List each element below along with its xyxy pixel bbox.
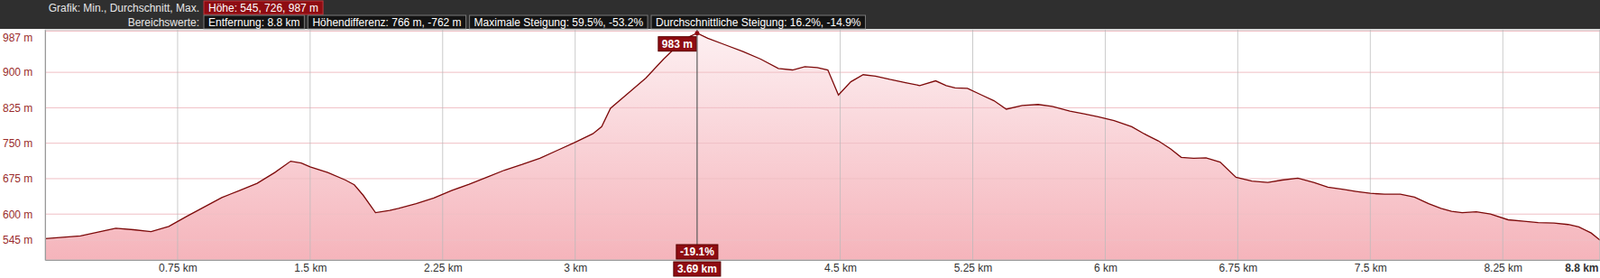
cursor-grade-label: -19.1% [680, 245, 715, 258]
y-grid-line [45, 177, 1600, 179]
header-background [0, 0, 1600, 29]
y-tick: 600 m [2, 208, 46, 221]
x-tick: 5.25 km [954, 259, 994, 275]
line-layer [45, 33, 1600, 240]
cursor-grade-label-box [676, 244, 718, 259]
x-grid-line [309, 29, 311, 260]
x-tick-label: 3 km [563, 261, 588, 275]
x-grid-line [574, 29, 576, 260]
header-value: Höhe: 545, 726, 987 m [208, 1, 319, 15]
elevation-line [45, 33, 1600, 240]
x-tick-label: 0.75 km [158, 261, 198, 275]
x-tick-label: 6.75 km [1219, 261, 1259, 275]
x-tick-label: 5.25 km [954, 261, 994, 275]
header-value: Durchschnittliche Steigung: 16.2%, -14.9… [655, 16, 862, 29]
x-grid-line [1370, 29, 1371, 260]
grid [45, 29, 1600, 260]
x-tick-label: 1.5 km [294, 261, 327, 275]
x-tick: 6 km [1094, 259, 1118, 275]
y-tick-label: 675 m [2, 172, 33, 185]
cursor-value-label-box [658, 36, 697, 52]
x-tick: 1.5 km [294, 259, 327, 275]
y-grid-line [45, 107, 1600, 109]
x-grid-line [1237, 29, 1239, 260]
header-box [651, 15, 865, 29]
x-tick-label: 4.5 km [824, 261, 857, 275]
cursor-value-label: 983 m [662, 37, 693, 51]
header-label: Grafik: Min., Durchschnitt, Max. [48, 1, 200, 15]
y-grid-line [45, 72, 1600, 74]
x-tick: 4.5 km [824, 259, 857, 275]
y-tick: 545 m [2, 233, 46, 247]
header-value: Höhendifferenz: 766 m, -762 m [312, 16, 461, 29]
y-tick-label: 600 m [2, 208, 33, 221]
y-tick-label: 825 m [2, 101, 33, 115]
y-axis: 545 m 600 m 675 m 750 m 825 m 900 m 987 m [2, 30, 46, 261]
x-grid-line [441, 29, 443, 260]
plot-background [45, 29, 1600, 260]
header-value: Maximale Steigung: 59.5%, -53.2% [474, 16, 644, 29]
x-tick-label: 6 km [1094, 261, 1118, 275]
y-grid-line [45, 239, 1600, 241]
header-box [469, 15, 648, 29]
cursor-point [694, 30, 699, 36]
y-grid-line [45, 30, 1600, 32]
cursor-x-label-box [673, 261, 721, 276]
background [0, 0, 1600, 278]
x-tick: 8.25 km [1483, 259, 1523, 275]
header: Grafik: Min., Durchschnitt, Max. Höhe: 54… [0, 0, 1600, 29]
x-axis: 0.75 km 1.5 km 2.25 km 3 km 4.5 km 5.25 km 6 k… [45, 259, 1600, 275]
x-tick-label: 8.8 km [1564, 261, 1599, 275]
cursor-line [696, 29, 698, 260]
annotations: 983 m -19.1% 3.69 km [658, 29, 721, 276]
y-axis-line [45, 30, 46, 261]
x-tick: 7.5 km [1354, 259, 1388, 275]
x-grid-line [839, 29, 841, 260]
header-value: Entfernung: 8.8 km [208, 16, 300, 29]
y-tick: 900 m [2, 65, 46, 79]
plot-area [45, 33, 1600, 260]
y-tick: 750 m [2, 137, 46, 150]
chart: Grafik: Min., Durchschnitt, Max. Höhe: 54… [0, 0, 1600, 278]
elevation-area [45, 33, 1600, 260]
header-label: Bereichswerte: [128, 16, 200, 29]
y-tick-label: 987 m [2, 31, 33, 45]
y-tick-label: 750 m [2, 137, 33, 150]
x-grid-line [972, 29, 974, 260]
x-tick-label: 8.25 km [1483, 261, 1523, 275]
x-tick: 2.25 km [423, 259, 463, 275]
cursor-x-label: 3.69 km [677, 262, 718, 276]
y-tick-label: 545 m [2, 233, 33, 247]
y-grid-line [45, 213, 1600, 215]
y-grid-line [45, 142, 1600, 144]
x-tick-label: 7.5 km [1354, 261, 1388, 275]
x-grid-line [1104, 29, 1106, 260]
y-tick: 675 m [2, 172, 46, 185]
y-tick-label: 900 m [2, 65, 33, 79]
x-grid-line [176, 29, 178, 260]
plot-frame [45, 29, 1600, 260]
x-tick-label: 2.25 km [423, 261, 463, 275]
header-box [203, 15, 304, 29]
x-tick: 8.8 km [1564, 259, 1600, 275]
x-grid-line [1502, 29, 1504, 260]
header-box [307, 15, 466, 29]
x-tick: 6.75 km [1219, 259, 1259, 275]
y-tick: 825 m [2, 101, 46, 115]
x-tick: 0.75 km [158, 259, 198, 275]
x-tick: 3 km [563, 259, 588, 275]
y-tick: 987 m [2, 31, 46, 45]
header-box [203, 0, 323, 15]
